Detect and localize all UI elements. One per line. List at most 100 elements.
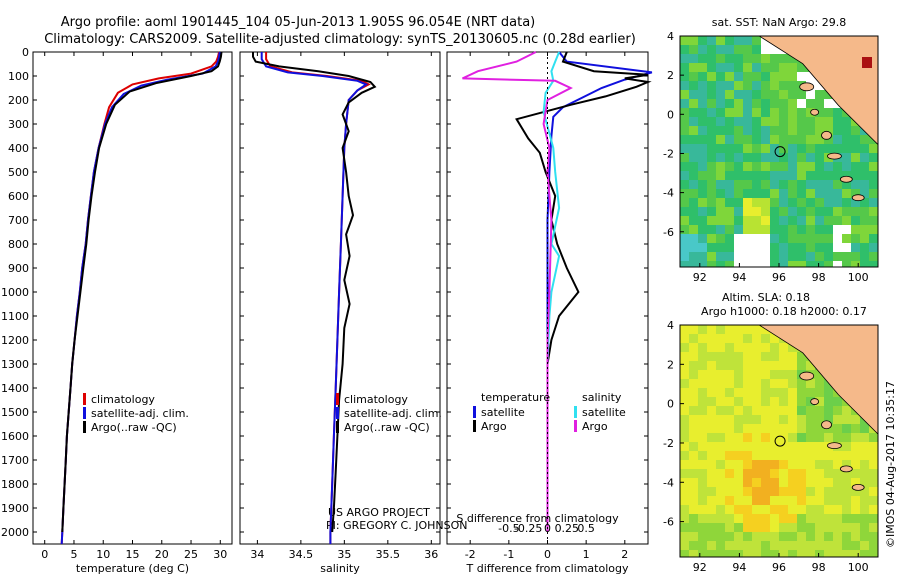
map-cell: [788, 397, 798, 407]
map-cell: [725, 424, 735, 434]
map-cell: [851, 532, 861, 542]
map-cell: [680, 361, 690, 371]
map-cell: [797, 433, 807, 443]
map-cell: [833, 406, 843, 416]
map-cell: [716, 81, 726, 91]
map-field: [680, 325, 878, 557]
map-cell: [851, 207, 861, 217]
map-cell: [716, 451, 726, 461]
map-cell: [815, 433, 825, 443]
map-cell: [770, 523, 780, 533]
map-cell: [716, 54, 726, 64]
map-cell: [806, 532, 816, 542]
map-cell: [716, 216, 726, 226]
map-cell: [779, 487, 789, 497]
map-cell: [725, 433, 735, 443]
map-cell: [689, 415, 699, 425]
map-cell: [770, 433, 780, 443]
map-cell: [707, 361, 717, 371]
top-axis-label: S difference from climatology: [456, 512, 619, 525]
map-cell: [743, 135, 753, 145]
map-cell: [716, 352, 726, 362]
map-cell: [716, 370, 726, 380]
map-cell: [851, 523, 861, 533]
map-cell: [707, 541, 717, 551]
map-cell: [707, 63, 717, 73]
y-tick-label: 700: [8, 214, 29, 227]
map-cell: [680, 36, 690, 46]
map-cell: [689, 523, 699, 533]
map-cell: [743, 99, 753, 109]
map-cell: [851, 487, 861, 497]
map-cell: [689, 207, 699, 217]
map-cell: [824, 496, 834, 506]
map-cell: [770, 514, 780, 524]
map-cell: [743, 126, 753, 136]
map-cell: [743, 207, 753, 217]
map-cell: [752, 234, 762, 244]
legend-label: Argo: [481, 420, 507, 433]
map-cell: [752, 379, 762, 389]
project-credit: US ARGO PROJECT: [328, 506, 430, 519]
legend-label: satellite-adj. clim.: [91, 407, 189, 420]
map-cell: [815, 514, 825, 524]
map-cell: [734, 72, 744, 82]
map-cell: [815, 261, 825, 267]
map-cell: [707, 153, 717, 163]
map-cell: [833, 234, 843, 244]
map-cell: [734, 252, 744, 262]
map-cell: [815, 171, 825, 181]
map-cell: [680, 216, 690, 226]
map-cell: [797, 144, 807, 154]
map-cell: [761, 379, 771, 389]
map-cell: [806, 550, 816, 557]
map-cell: [716, 126, 726, 136]
map-cell: [824, 541, 834, 551]
map-cell: [770, 424, 780, 434]
x-tick-label: 98: [812, 561, 826, 574]
map-cell: [752, 478, 762, 488]
map-cell: [743, 36, 753, 46]
map-cell: [761, 325, 771, 335]
island: [810, 398, 820, 405]
map-cell: [851, 162, 861, 172]
map-cell: [725, 54, 735, 64]
map-cell: [833, 550, 843, 557]
map-cell: [707, 325, 717, 335]
map-cell: [743, 261, 753, 267]
map-cell: [779, 424, 789, 434]
map-cell: [761, 198, 771, 208]
map-cell: [842, 144, 852, 154]
map-cell: [842, 514, 852, 524]
map-cell: [725, 45, 735, 55]
island: [821, 130, 832, 140]
map-cell: [752, 433, 762, 443]
map-cell: [779, 397, 789, 407]
map-cell: [833, 207, 843, 217]
y-tick-label: 1700: [1, 454, 29, 467]
map-cell: [779, 532, 789, 542]
map-cell: [788, 198, 798, 208]
map-cell: [689, 487, 699, 497]
y-tick-label: 600: [8, 190, 29, 203]
map-cell: [680, 523, 690, 533]
map-cell: [761, 90, 771, 100]
map-cell: [743, 54, 753, 64]
map-cell: [716, 90, 726, 100]
map-cell: [788, 532, 798, 542]
map-cell: [689, 225, 699, 235]
map-cell: [752, 451, 762, 461]
map-cell: [824, 225, 834, 235]
map-cell: [869, 442, 878, 452]
map-cell: [761, 388, 771, 398]
map-cell: [824, 406, 834, 416]
map-cell: [725, 334, 735, 344]
map-cell: [779, 153, 789, 163]
map-cell: [734, 460, 744, 470]
map-cell: [869, 478, 878, 488]
map-cell: [752, 505, 762, 515]
map-cell: [680, 415, 690, 425]
imos-credit: ©IMOS 04-Aug-2017 10:35:17: [884, 381, 897, 548]
map-cell: [680, 424, 690, 434]
map-cell: [743, 108, 753, 118]
